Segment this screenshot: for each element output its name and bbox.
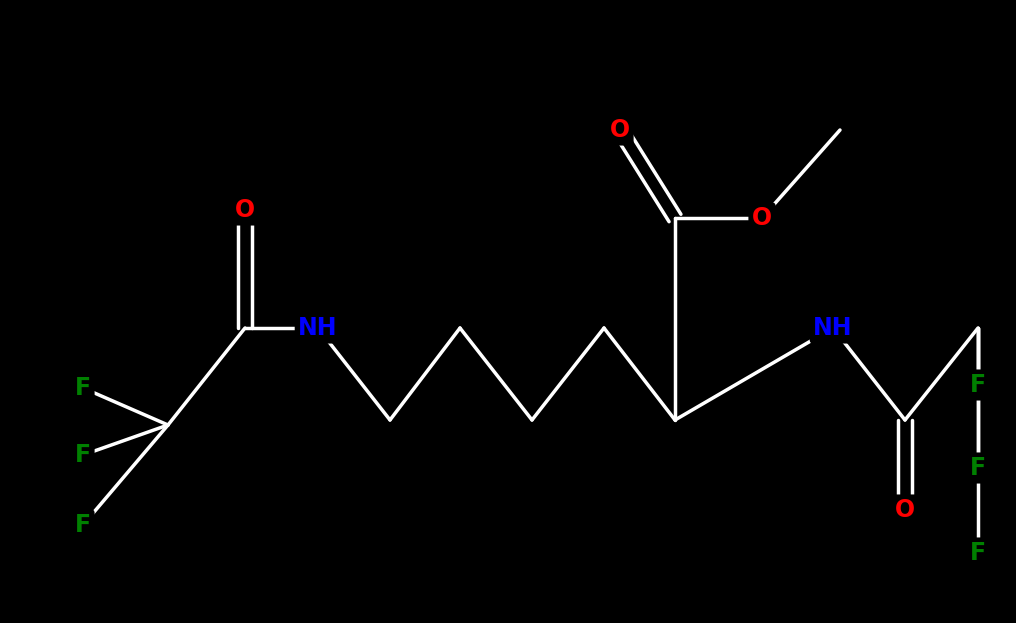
Text: F: F — [75, 376, 91, 400]
Text: F: F — [970, 373, 987, 397]
Text: F: F — [75, 513, 91, 537]
Text: O: O — [235, 198, 255, 222]
Text: NH: NH — [299, 316, 337, 340]
Text: O: O — [752, 206, 772, 230]
Text: NH: NH — [813, 316, 852, 340]
Text: F: F — [970, 541, 987, 565]
Text: F: F — [970, 456, 987, 480]
Text: O: O — [610, 118, 630, 142]
Text: O: O — [895, 498, 915, 522]
Text: F: F — [75, 443, 91, 467]
